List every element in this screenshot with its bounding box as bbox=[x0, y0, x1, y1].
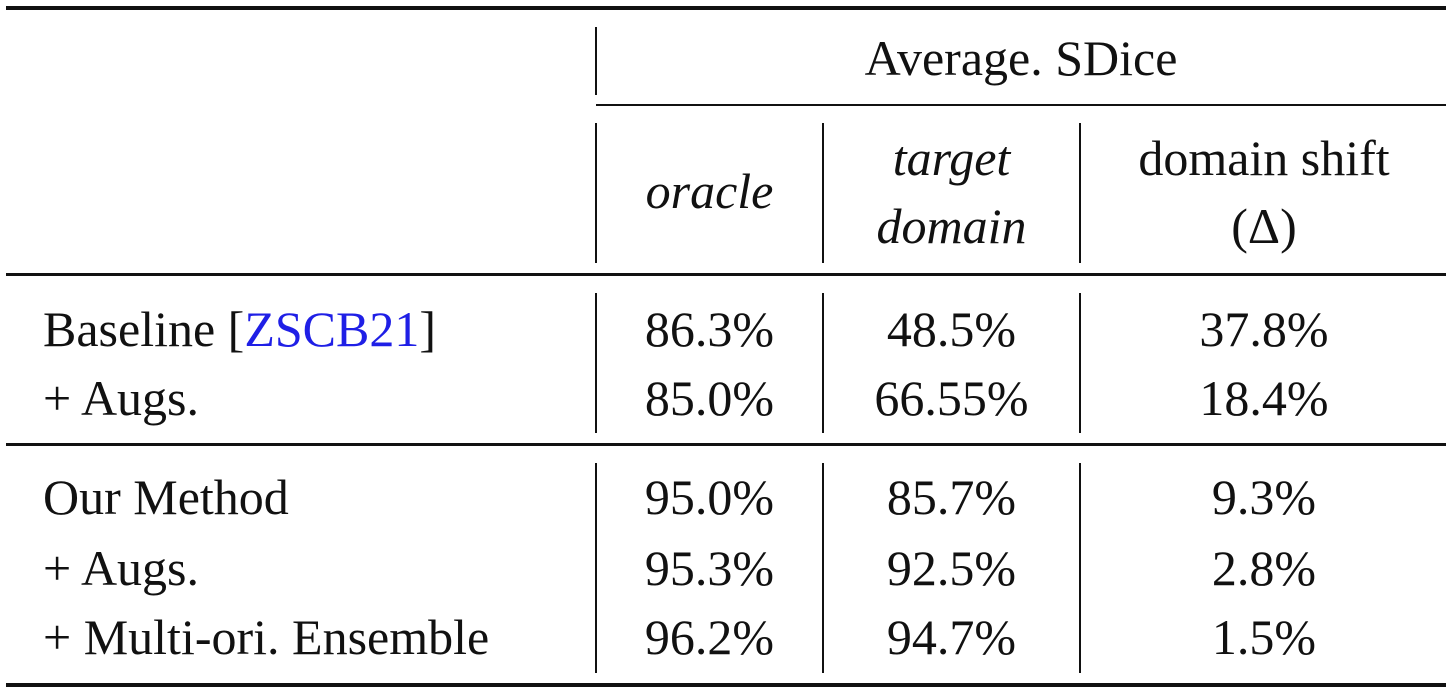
cell-target-domain: 48.5% bbox=[886, 301, 1017, 357]
cell-target-domain: 94.7% bbox=[886, 609, 1017, 665]
cell-target-domain: 85.7% bbox=[886, 469, 1017, 525]
cell-oracle: 86.3% bbox=[644, 301, 775, 357]
citation-link[interactable]: ZSCB21 bbox=[244, 301, 420, 357]
group-separator-rule bbox=[6, 443, 1446, 446]
vrule-group-header bbox=[595, 27, 597, 95]
row-method-multi-ori-ensemble: + Multi-ori. Ensemble bbox=[43, 609, 490, 665]
cell-target-domain: 66.55% bbox=[874, 370, 1029, 426]
header-bottom-rule bbox=[6, 273, 1446, 276]
method-label: Baseline [ bbox=[43, 301, 245, 357]
vrule-group1-col1 bbox=[595, 293, 597, 433]
cell-target-domain: 92.5% bbox=[886, 540, 1017, 596]
vrule-header-col3 bbox=[1079, 123, 1081, 263]
vrule-group1-col3 bbox=[1079, 293, 1081, 433]
cell-domain-shift: 2.8% bbox=[1211, 540, 1317, 596]
vrule-group1-col2 bbox=[822, 293, 824, 433]
group-header-rule bbox=[596, 104, 1446, 106]
cell-domain-shift: 18.4% bbox=[1199, 370, 1329, 426]
vrule-header-col2 bbox=[822, 123, 824, 263]
cell-domain-shift: 9.3% bbox=[1211, 469, 1317, 525]
top-rule bbox=[6, 6, 1446, 10]
group-header: Average. SDice bbox=[864, 30, 1178, 86]
vrule-header-col1 bbox=[595, 123, 597, 263]
cell-domain-shift: 37.8% bbox=[1199, 301, 1329, 357]
method-label-suffix: ] bbox=[419, 301, 437, 357]
cell-oracle: 95.3% bbox=[644, 540, 775, 596]
vrule-group2-col3 bbox=[1079, 463, 1081, 673]
row-method-our-method: Our Method bbox=[43, 469, 289, 525]
cell-oracle: 95.0% bbox=[644, 469, 775, 525]
column-header-target-line2: domain bbox=[876, 198, 1027, 254]
column-header-shift-line1: domain shift bbox=[1138, 130, 1390, 186]
vrule-group2-col1 bbox=[595, 463, 597, 673]
vrule-group2-col2 bbox=[822, 463, 824, 673]
column-header-target-line1: target bbox=[892, 130, 1011, 186]
column-header-oracle: oracle bbox=[645, 163, 774, 219]
row-method-baseline-augs: + Augs. bbox=[43, 370, 200, 426]
row-method-baseline: Baseline [ZSCB21] bbox=[43, 304, 436, 354]
cell-domain-shift: 1.5% bbox=[1211, 609, 1317, 665]
row-method-our-augs: + Augs. bbox=[43, 540, 200, 596]
column-header-shift-line2: (Δ) bbox=[1231, 198, 1297, 254]
cell-oracle: 96.2% bbox=[644, 609, 775, 665]
cell-oracle: 85.0% bbox=[644, 370, 775, 426]
bottom-rule bbox=[6, 683, 1446, 687]
